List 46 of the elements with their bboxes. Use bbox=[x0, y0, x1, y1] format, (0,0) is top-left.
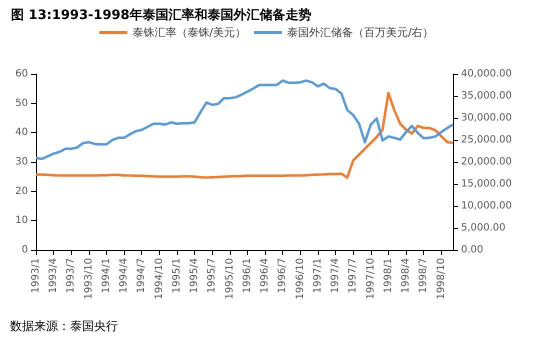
line-series bbox=[34, 79, 454, 160]
line-series bbox=[34, 92, 454, 179]
chart-title: 图 13:1993-1998年泰国汇率和泰国外汇储备走势 bbox=[11, 7, 312, 23]
x-tick-label: 1997/4 bbox=[330, 258, 342, 294]
x-tick-label: 1995/1 bbox=[171, 258, 182, 294]
x-tick-label: 1996/4 bbox=[260, 258, 271, 294]
y-tick-label: 40 bbox=[15, 127, 28, 138]
legend-label: 泰国外汇储备（百万美元/右） bbox=[287, 26, 434, 39]
x-tick-label: 1994/7 bbox=[136, 258, 148, 294]
x-tick-label: 1993/10 bbox=[83, 258, 94, 300]
legend-label: 泰铢汇率（泰铢/美元） bbox=[132, 26, 246, 39]
x-tick-label: 1994/10 bbox=[154, 258, 165, 300]
x-tick-label: 1994/4 bbox=[118, 258, 130, 294]
y2-tick-label: 35,000.00 bbox=[461, 90, 512, 102]
x-tick-label: 1996/1 bbox=[242, 258, 253, 294]
y-tick-label: 60 bbox=[15, 68, 28, 80]
x-tick-label: 1998/4 bbox=[400, 258, 412, 294]
x-tick-label: 1993/1 bbox=[30, 258, 42, 294]
y2-tick-label: 10,000.00 bbox=[461, 200, 512, 212]
x-tick-label: 1997/10 bbox=[365, 258, 376, 300]
y2-tick-label: 25,000.00 bbox=[461, 134, 512, 146]
y2-tick-label: 5,000.00 bbox=[461, 222, 506, 234]
y2-tick-label: 40,000.00 bbox=[461, 68, 512, 80]
y2-tick-label: 20,000.00 bbox=[461, 156, 512, 168]
source-note: 数据来源：泰国央行 bbox=[10, 319, 118, 333]
x-tick-label: 1996/10 bbox=[294, 258, 306, 300]
y-tick-label: 10 bbox=[15, 215, 28, 226]
x-tick-label: 1997/1 bbox=[312, 258, 324, 294]
y2-tick-label: 30,000.00 bbox=[461, 112, 512, 124]
y-tick-label: 30 bbox=[15, 156, 28, 168]
y2-tick-label: 15,000.00 bbox=[461, 178, 512, 190]
x-tick-label: 1997/7 bbox=[348, 258, 359, 294]
x-tick-label: 1993/4 bbox=[48, 258, 60, 294]
x-tick-label: 1994/1 bbox=[100, 258, 112, 294]
x-tick-label: 1995/4 bbox=[189, 258, 200, 294]
y-tick-label: 50 bbox=[15, 98, 28, 109]
y-tick-label: 20 bbox=[15, 186, 28, 197]
x-tick-label: 1998/10 bbox=[436, 258, 447, 300]
x-tick-label: 1996/7 bbox=[277, 258, 288, 294]
x-tick-label: 1998/7 bbox=[418, 258, 430, 294]
x-tick-label: 1995/10 bbox=[224, 258, 236, 300]
x-tick-label: 1993/7 bbox=[66, 258, 77, 294]
x-tick-label: 1995/7 bbox=[206, 258, 218, 294]
y-tick-label: 0 bbox=[22, 244, 28, 256]
x-tick-label: 1998/1 bbox=[382, 258, 394, 294]
y2-tick-label: 0.00 bbox=[461, 244, 484, 256]
